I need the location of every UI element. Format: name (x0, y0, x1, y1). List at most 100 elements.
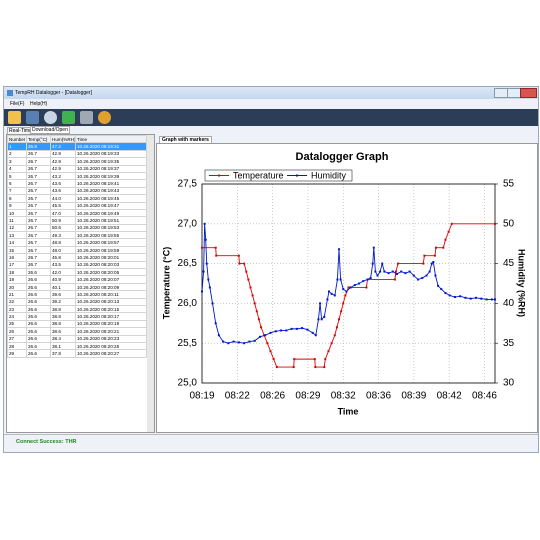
table-row[interactable]: 23 26.6 38.8 10.26.2020 08:20:15 (7, 304, 147, 314)
data-point (327, 350, 330, 353)
open-button[interactable] (8, 111, 21, 124)
table-cell: 10.26.2020 08:19:49 (75, 208, 147, 218)
table-row[interactable]: 19 26.6 40.9 10.26.2020 08:20:07 (7, 275, 147, 284)
data-point (207, 278, 210, 281)
legend-marker (218, 174, 220, 177)
column-header: Time (75, 135, 147, 144)
maximize-button[interactable] (507, 88, 521, 98)
table-cell: 8 (7, 194, 27, 203)
table-row[interactable]: 9 26.7 45.5 10.26.2020 08:19:47 (7, 201, 147, 210)
table-cell: 47.0 (50, 208, 76, 218)
data-point (249, 286, 252, 289)
table-cell: 26.7 (26, 208, 51, 218)
table-row[interactable]: 4 26.7 42.9 10.26.2020 08:19:37 (7, 164, 147, 173)
table-row[interactable]: 13 26.7 49.3 10.26.2020 08:19:55 (7, 231, 147, 240)
table-cell: 7 (7, 186, 27, 196)
y2-tick-label: 35 (503, 338, 515, 349)
table-row[interactable]: 1 26.9 47.2 10.26.2020 08:19:31 (7, 142, 147, 151)
table-cell: 26.6 (26, 304, 51, 314)
data-point (340, 310, 343, 313)
table-cell: 10.26.2020 08:19:47 (75, 201, 147, 210)
data-point (205, 262, 208, 265)
table-row[interactable]: 10 26.7 47.0 10.26.2020 08:19:49 (7, 208, 147, 218)
data-point (258, 335, 261, 338)
data-point (432, 261, 435, 264)
y2-tick-label: 40 (503, 298, 515, 309)
table-row[interactable]: 15 26.7 48.0 10.26.2020 08:19:59 (7, 245, 147, 255)
data-point (238, 262, 241, 265)
data-point (247, 278, 250, 281)
table-row[interactable]: 27 26.6 38.4 10.26.2020 08:20:23 (7, 334, 147, 343)
info-button[interactable] (98, 111, 111, 124)
table-row[interactable]: 7 26.7 43.6 10.26.2020 08:19:43 (7, 186, 147, 196)
data-point (393, 278, 396, 281)
table-row[interactable]: 11 26.7 50.9 10.26.2020 08:19:51 (7, 216, 147, 225)
table-row[interactable]: 25 26.6 38.8 10.26.2020 08:20:19 (7, 319, 147, 329)
table-cell: 45.5 (50, 201, 76, 210)
table-row[interactable]: 22 26.6 39.2 10.26.2020 08:20:13 (7, 297, 147, 307)
table-row[interactable]: 28 26.6 38.1 10.26.2020 08:20:25 (7, 341, 147, 351)
table-cell: 38.6 (50, 327, 76, 336)
table-cell: 10.26.2020 08:20:19 (75, 319, 147, 329)
table-row[interactable]: 17 26.7 43.5 10.26.2020 08:20:03 (7, 260, 147, 270)
table-row[interactable]: 12 26.7 50.6 10.26.2020 08:19:53 (7, 223, 147, 233)
table-row[interactable]: 26 26.6 38.6 10.26.2020 08:20:21 (7, 327, 147, 336)
data-point (255, 310, 258, 313)
data-point (381, 262, 384, 265)
series-line (201, 223, 495, 344)
table-row[interactable]: 2 26.7 42.9 10.26.2020 08:19:33 (7, 149, 147, 159)
data-point (314, 366, 317, 369)
toolbar (4, 109, 538, 126)
data-point (342, 302, 345, 305)
scrollbar[interactable] (147, 135, 154, 432)
table-cell: 10.26.2020 08:19:35 (75, 157, 147, 166)
table-row[interactable]: 20 26.6 40.1 10.26.2020 08:20:09 (7, 282, 147, 292)
data-point (433, 254, 436, 257)
table-cell: 49.3 (50, 231, 76, 240)
data-point (269, 331, 272, 334)
data-point (369, 276, 372, 279)
table-cell: 42.9 (50, 149, 76, 159)
table-row[interactable]: 3 26.7 42.9 10.26.2020 08:19:35 (7, 157, 147, 166)
data-table-panel: Number Temp(°C) Hum(%RH) Time 1 26.9 47.2 10.2… (6, 134, 155, 433)
table-cell: 43.6 (50, 186, 76, 196)
table-row[interactable]: 6 26.7 43.6 10.26.2020 08:19:41 (7, 179, 147, 188)
table-row[interactable]: 8 26.7 44.0 10.26.2020 08:19:45 (7, 194, 147, 203)
table-cell: 10.26.2020 08:20:03 (75, 260, 147, 270)
table-cell: 26.7 (26, 223, 51, 233)
x-tick-label: 08:46 (472, 391, 497, 402)
table-row[interactable]: 14 26.7 48.8 10.26.2020 08:19:57 (7, 238, 147, 247)
title-bar: TempRH Datalogger - [Datalogger] (4, 87, 538, 99)
table-cell: 10.26.2020 08:19:43 (75, 186, 147, 196)
table-row[interactable]: 16 26.7 45.8 10.26.2020 08:20:01 (7, 253, 147, 262)
table-cell: 25 (7, 319, 27, 329)
tab-active[interactable]: Download/Open (30, 126, 70, 134)
data-point (253, 302, 256, 305)
download-button[interactable] (62, 111, 75, 124)
table-cell: 26.6 (26, 275, 51, 284)
table-cell: 26.6 (26, 282, 51, 292)
menu-item[interactable]: Help(H) (30, 101, 48, 107)
table-row[interactable]: 18 26.6 42.0 10.26.2020 08:20:05 (7, 268, 147, 277)
minimize-button[interactable] (494, 88, 508, 98)
clock-button[interactable] (44, 111, 57, 124)
table-row[interactable]: 21 26.6 39.6 10.26.2020 08:20:11 (7, 290, 147, 299)
settings-button[interactable] (80, 111, 93, 124)
table-cell: 15 (7, 245, 27, 255)
save-button[interactable] (26, 111, 39, 124)
y-tick-label: 26,0 (178, 298, 198, 309)
table-row[interactable]: 5 26.7 43.2 10.26.2020 08:19:39 (7, 171, 147, 181)
close-button[interactable] (520, 88, 537, 98)
status-bar: Connect Success: THR (4, 434, 538, 449)
data-point (469, 297, 472, 300)
table-cell: 22 (7, 297, 27, 307)
data-point (237, 254, 240, 257)
data-point (394, 270, 397, 273)
table-cell: 26.7 (26, 260, 51, 270)
data-point (490, 298, 493, 301)
table-row[interactable]: 24 26.6 38.8 10.26.2020 08:20:17 (7, 312, 147, 321)
menu-item[interactable]: File(F) (10, 101, 25, 107)
table-row[interactable]: 29 26.6 37.8 10.26.2020 08:20:27 (7, 349, 147, 358)
data-point (257, 318, 260, 321)
